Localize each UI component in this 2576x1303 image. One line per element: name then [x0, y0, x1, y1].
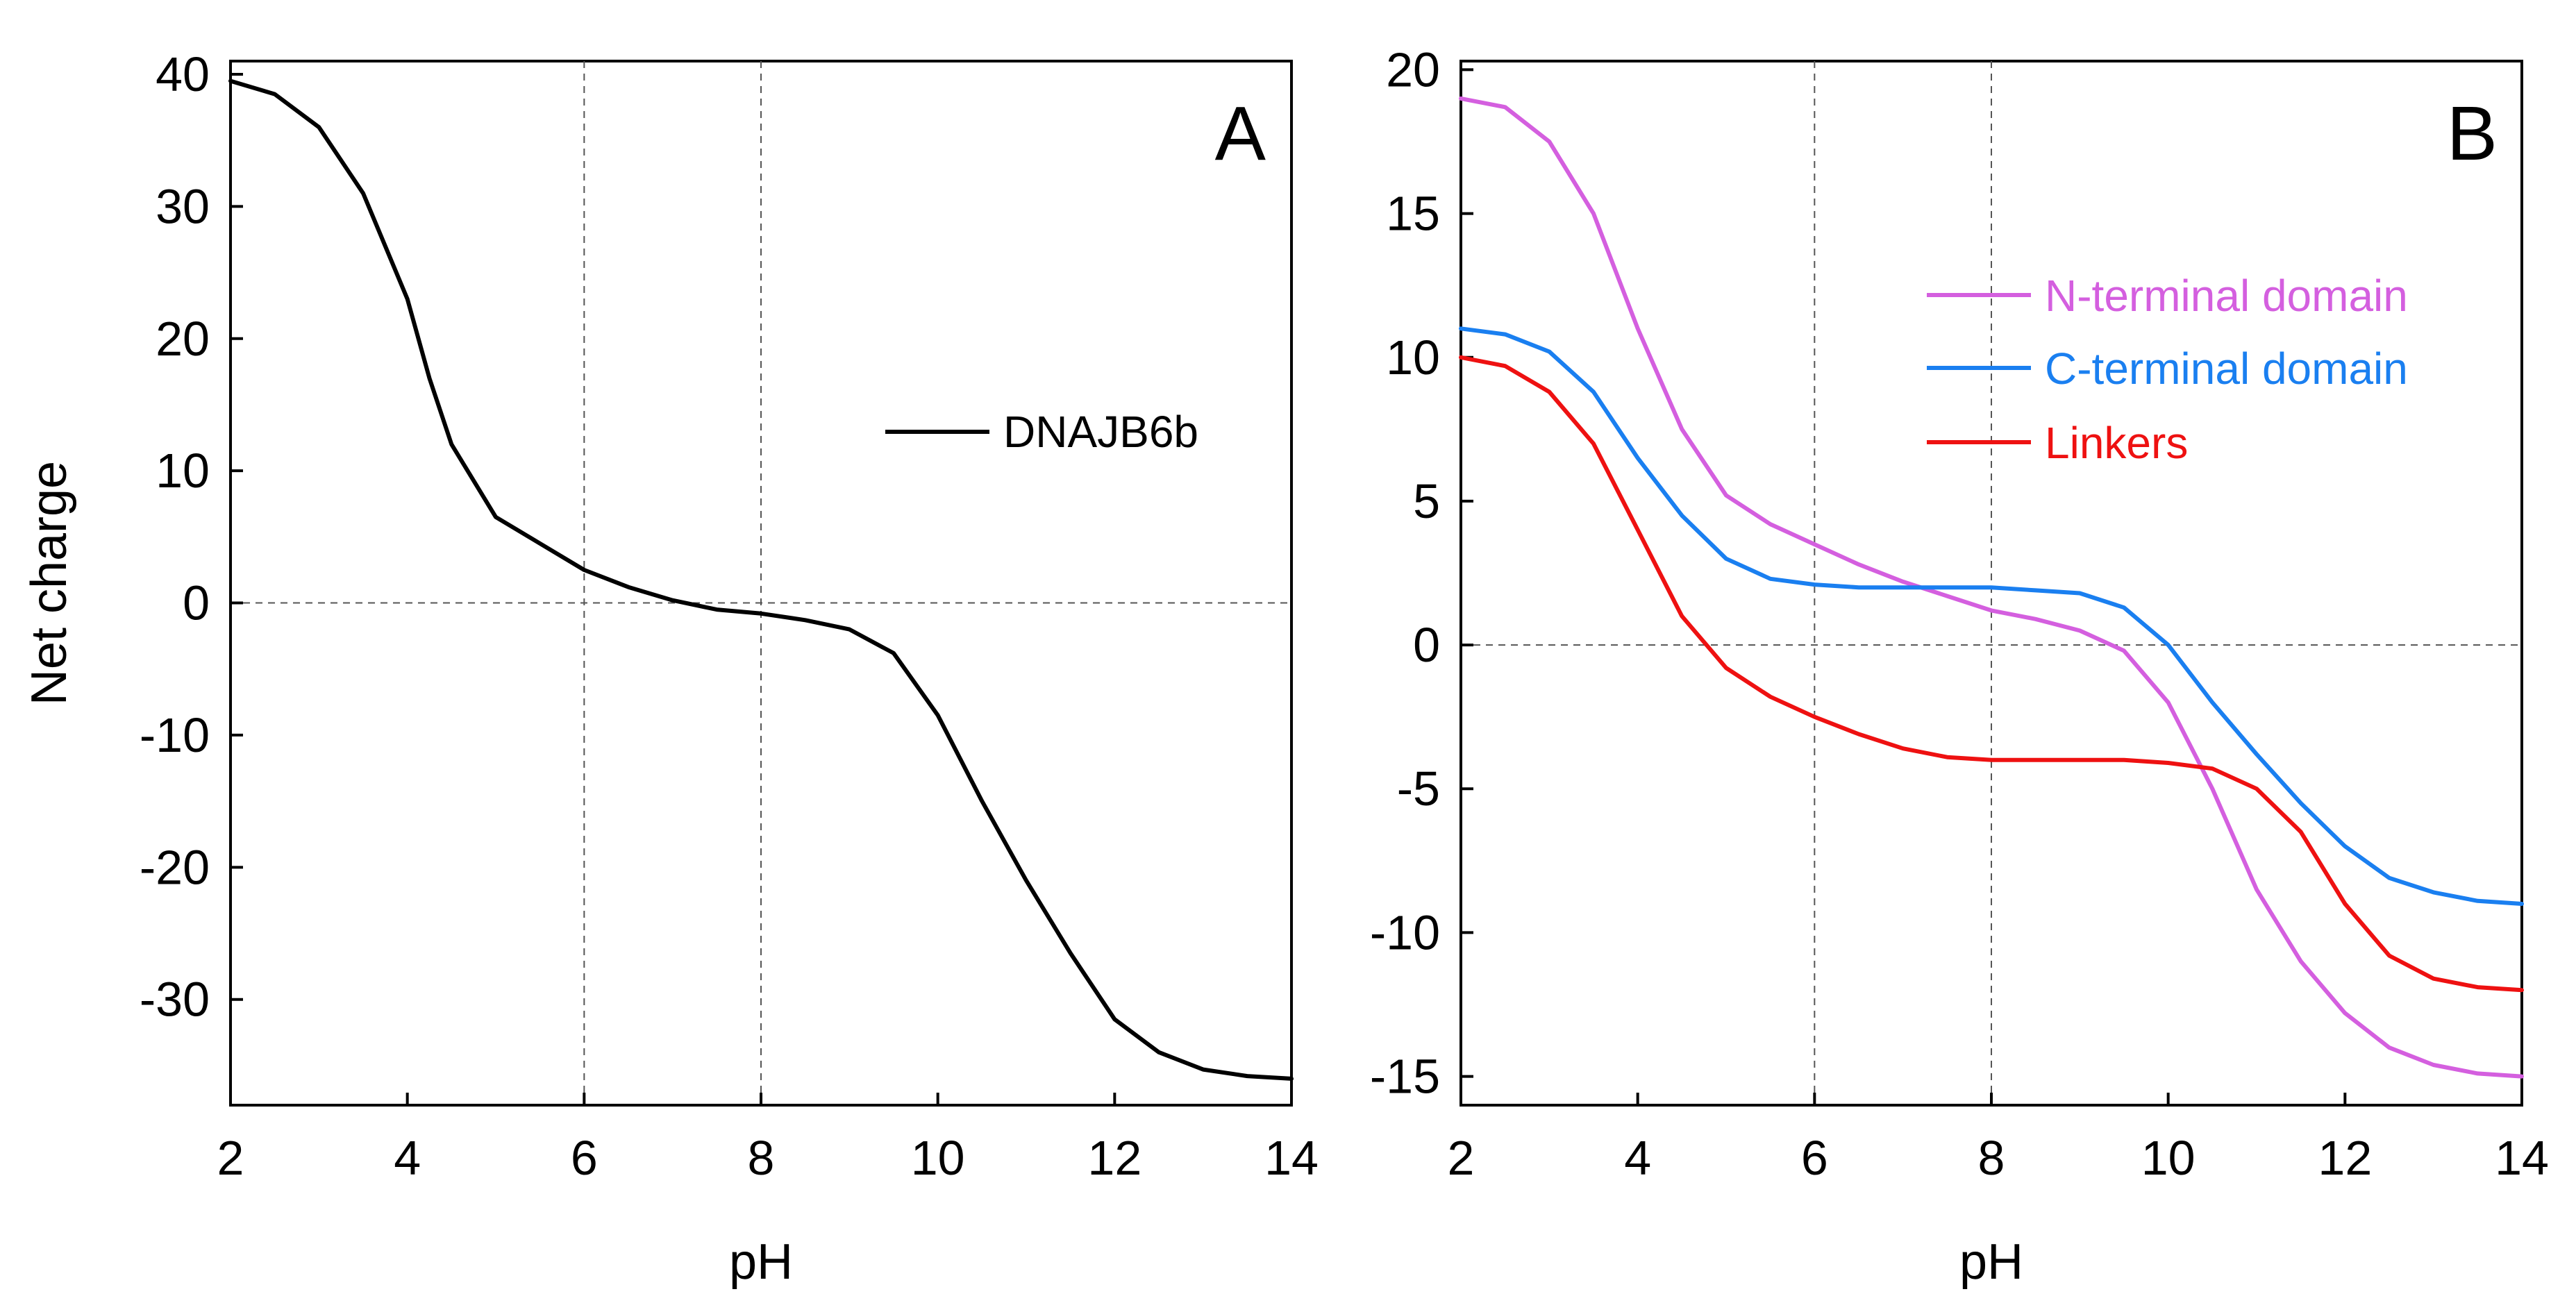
panel-a-y-axis-label: Net charge [22, 461, 77, 705]
panel-b-x-axis-label: pH [1959, 1234, 2023, 1290]
panel-b-y-tick-label: 5 [1413, 474, 1440, 528]
legend-label-nterm: N-terminal domain [2045, 271, 2408, 321]
series-line-cterm [1459, 326, 2524, 906]
panel-a-x-axis-label: pH [729, 1234, 793, 1290]
panel-a-x-tick-label: 12 [1087, 1131, 1141, 1185]
panel-a-y-tick-label: -10 [140, 708, 210, 762]
panel-b-x-tick-label: 8 [1978, 1131, 2005, 1185]
panel-b-y-tick-label: 10 [1386, 330, 1440, 385]
legend-label-dnajb6b: DNAJB6b [1003, 407, 1198, 457]
panel-b-ticks: 2 4 6 8 10 12 14 20 15 10 5 0 -5 -10 -15 [1370, 42, 2549, 1185]
panel-b-x-tick-label: 4 [1624, 1131, 1651, 1185]
series-line-linkers [1459, 355, 2524, 993]
series-line-nterm [1459, 96, 2524, 1079]
panel-b-x-tick-label: 2 [1448, 1131, 1475, 1185]
panel-b-reference-lines [1461, 61, 2522, 1105]
panel-b-chart: 2 4 6 8 10 12 14 20 15 10 5 0 -5 -10 -15 B N-terminal … [1370, 42, 2549, 1290]
panel-a-x-tick-label: 2 [217, 1131, 244, 1185]
panel-b-legend: N-terminal domain C-terminal domain Link… [1927, 271, 2408, 468]
panel-b-y-tick-label: -5 [1397, 762, 1440, 816]
panel-a-x-tick-label: 14 [1264, 1131, 1319, 1185]
panel-b-series [1459, 96, 2524, 1079]
panel-a-series [228, 78, 1294, 1081]
panel-a-label: A [1215, 91, 1266, 176]
panel-a-x-tick-label: 10 [911, 1131, 965, 1185]
panel-b-label: B [2447, 91, 2498, 176]
panel-a-x-tick-label: 8 [748, 1131, 775, 1185]
panel-a-x-tick-label: 4 [394, 1131, 421, 1185]
panel-a-legend: DNAJB6b [885, 407, 1198, 457]
panel-b-y-tick-label: -15 [1370, 1050, 1440, 1104]
panel-a-x-tick-label: 6 [571, 1131, 598, 1185]
panel-b-y-tick-label: 0 [1413, 618, 1440, 672]
panel-a-y-tick-label: -30 [140, 973, 210, 1027]
panel-a-y-tick-label: 20 [156, 312, 210, 366]
panel-b-y-tick-label: 15 [1386, 187, 1440, 241]
panel-a-y-tick-label: 10 [156, 444, 210, 498]
panel-b-x-tick-label: 6 [1801, 1131, 1828, 1185]
panel-b-x-tick-label: 10 [2141, 1131, 2196, 1185]
panel-a-chart: 2 4 6 8 10 12 14 40 30 20 10 0 -10 -20 -30 A DNAJB6b p… [22, 47, 1319, 1290]
legend-label-cterm: C-terminal domain [2045, 344, 2408, 394]
panel-b-y-tick-label: -10 [1370, 905, 1440, 959]
panel-b-x-tick-label: 12 [2318, 1131, 2372, 1185]
panel-a-y-tick-label: 30 [156, 179, 210, 233]
legend-label-linkers: Linkers [2045, 418, 2188, 468]
series-line-dnajb6b [228, 78, 1294, 1081]
panel-a-ticks: 2 4 6 8 10 12 14 40 30 20 10 0 -10 -20 -30 [140, 47, 1319, 1185]
panel-a-y-tick-label: 40 [156, 47, 210, 101]
panel-a-reference-lines [231, 61, 1291, 1105]
panel-a-y-tick-label: 0 [183, 576, 210, 630]
panel-b-x-tick-label: 14 [2495, 1131, 2549, 1185]
panel-b-y-tick-label: 20 [1386, 42, 1440, 96]
panel-a-y-tick-label: -20 [140, 840, 210, 894]
